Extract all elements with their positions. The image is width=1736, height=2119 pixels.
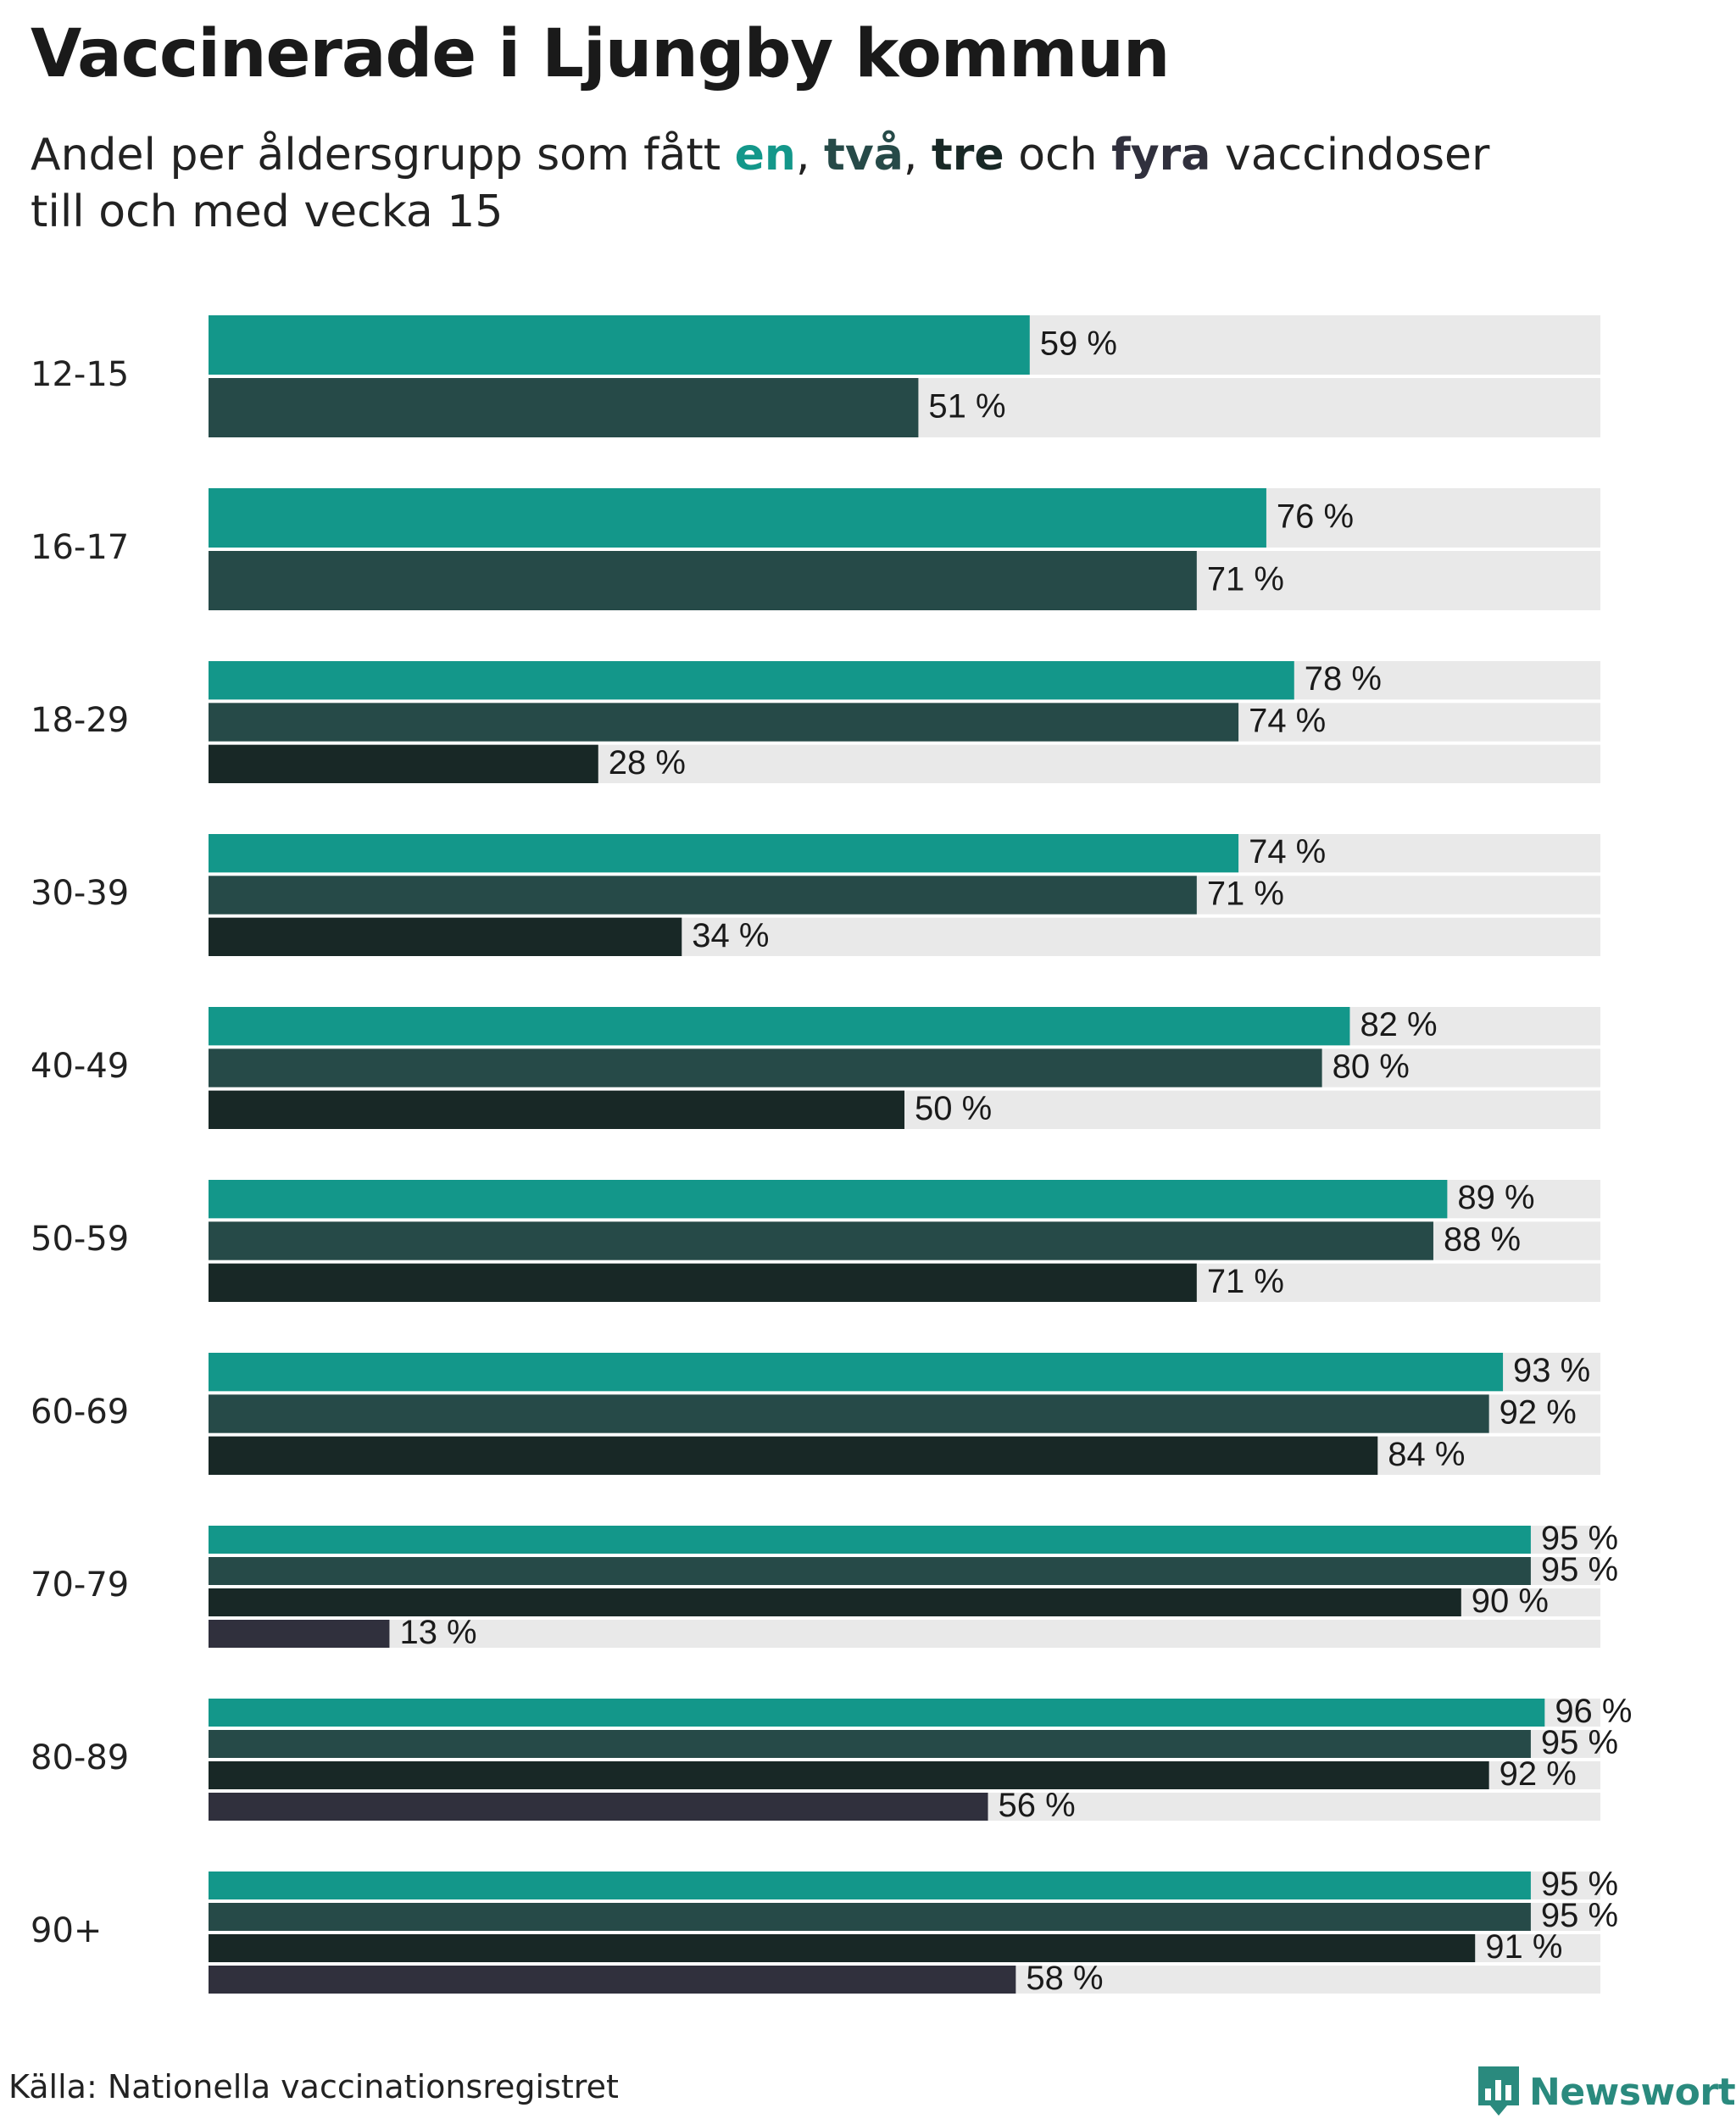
bar-två [209, 551, 1197, 610]
bar-value-label: 96 % [1555, 1693, 1632, 1730]
bar-value-label: 34 % [692, 917, 769, 954]
bar-value-label: 95 % [1541, 1897, 1618, 1934]
bar-en [209, 661, 1294, 700]
bar-en [209, 834, 1239, 873]
bar-fyra [209, 1620, 390, 1648]
bar-value-label: 59 % [1040, 325, 1117, 363]
bar-en [209, 1699, 1545, 1727]
subtitle-dose-four: fyra [1111, 130, 1211, 181]
bar-value-label: 71 % [1207, 561, 1284, 598]
subtitle-dose-two: två [824, 130, 904, 181]
category-label: 90+ [31, 1911, 102, 1950]
category-label: 12-15 [31, 355, 129, 394]
category-label: 50-59 [31, 1220, 129, 1259]
bar-en [209, 1872, 1531, 1899]
bar-value-label: 92 % [1500, 1755, 1577, 1793]
bar-value-label: 93 % [1513, 1352, 1590, 1389]
bar-value-label: 13 % [399, 1614, 476, 1651]
bar-value-label: 58 % [1026, 1960, 1103, 1997]
subtitle-separator: , [795, 130, 825, 181]
category-label: 40-49 [31, 1047, 129, 1086]
chart-title: Vaccinerade i Ljungby kommun [31, 16, 1170, 92]
bar-value-label: 84 % [1388, 1436, 1465, 1473]
bar-tre [209, 1761, 1489, 1789]
source-note: Källa: Nationella vaccinationsregistret [8, 2068, 619, 2105]
bar-tre [209, 1263, 1197, 1302]
subtitle-suffix: vaccindoser [1210, 130, 1490, 181]
bar-value-label: 91 % [1485, 1928, 1562, 1966]
subtitle-prefix: Andel per åldersgrupp som fått [31, 130, 735, 181]
bar-fyra [209, 1793, 988, 1821]
bar-value-label: 82 % [1360, 1006, 1437, 1043]
bar-value-label: 51 % [928, 388, 1005, 425]
bar-tre [209, 1934, 1476, 1962]
bar-value-label: 56 % [999, 1787, 1076, 1824]
bar-value-label: 71 % [1207, 876, 1284, 913]
bar-två [209, 378, 919, 437]
category-label: 30-39 [31, 874, 129, 913]
bar-två [209, 1394, 1489, 1433]
bar-en [209, 1526, 1531, 1554]
bar-två [209, 703, 1239, 742]
bar-en [209, 488, 1266, 548]
bar-value-label: 90 % [1472, 1582, 1549, 1620]
bar-två [209, 1048, 1322, 1087]
bar-tre [209, 917, 682, 956]
bar-value-label: 80 % [1333, 1048, 1410, 1086]
bar-en [209, 1007, 1350, 1046]
bar-två [209, 1221, 1433, 1260]
bar-value-label: 50 % [915, 1090, 992, 1127]
subtitle-dose-three: tre [931, 130, 1004, 181]
bar-value-label: 95 % [1541, 1866, 1618, 1903]
newsworthy-logo-icon [1478, 2066, 1519, 2116]
category-label: 18-29 [31, 701, 129, 740]
category-label: 16-17 [31, 528, 129, 567]
bar-track [209, 1620, 1600, 1648]
category-label: 70-79 [31, 1566, 129, 1605]
bar-value-label: 89 % [1457, 1179, 1534, 1216]
bar-en [209, 315, 1030, 375]
bar-en [209, 1353, 1504, 1392]
subtitle-conjunction: och [1004, 130, 1112, 181]
bar-en [209, 1180, 1448, 1219]
category-label: 80-89 [31, 1738, 129, 1777]
subtitle-dose-one: en [734, 130, 796, 181]
subtitle-separator: , [903, 130, 932, 181]
bar-value-label: 95 % [1541, 1551, 1618, 1588]
bar-value-label: 92 % [1500, 1394, 1577, 1432]
bar-value-label: 71 % [1207, 1263, 1284, 1300]
bar-value-label: 28 % [609, 744, 686, 781]
bar-value-label: 74 % [1249, 833, 1326, 870]
bar-value-label: 95 % [1541, 1520, 1618, 1557]
bar-två [209, 1903, 1531, 1931]
category-label: 60-69 [31, 1393, 129, 1432]
brand-name: Newsworthy [1529, 2070, 1736, 2114]
bar-fyra [209, 1966, 1016, 1994]
bar-två [209, 1557, 1531, 1585]
bar-value-label: 74 % [1249, 703, 1326, 740]
bar-value-label: 76 % [1277, 498, 1354, 536]
bar-tre [209, 1588, 1461, 1616]
bar-value-label: 88 % [1444, 1221, 1521, 1259]
bar-tre [209, 1090, 904, 1129]
subtitle-line-two: till och med vecka 15 [31, 186, 504, 237]
bar-två [209, 876, 1197, 915]
bar-tre [209, 744, 598, 783]
bar-två [209, 1730, 1531, 1758]
bar-value-label: 95 % [1541, 1724, 1618, 1761]
chart-subtitle: Andel per åldersgrupp som fått en, två, … [31, 127, 1641, 241]
brand-logo: Newsworthy [1478, 2066, 1736, 2117]
bar-tre [209, 1436, 1378, 1475]
bar-value-label: 78 % [1305, 660, 1382, 698]
